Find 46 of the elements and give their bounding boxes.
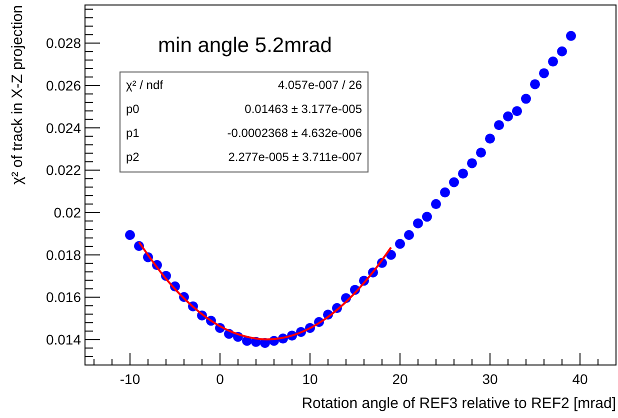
annotation: 0.01463 ± 3.177e-005	[244, 102, 362, 116]
y-tick-label: 0.016	[46, 289, 82, 306]
y-tick-label: 0.026	[46, 77, 82, 94]
y-tick-label: 0.018	[46, 246, 82, 263]
point	[494, 120, 504, 130]
y-tick-label: 0.028	[46, 35, 82, 52]
point	[485, 134, 495, 144]
point	[449, 177, 459, 188]
point	[521, 94, 531, 104]
annotation: -0.0002368 ± 4.632e-006	[227, 126, 362, 140]
point	[458, 168, 468, 179]
point	[440, 187, 450, 198]
x-tick-label: 0	[216, 371, 224, 387]
y-tick-label: 0.014	[46, 332, 82, 348]
annotation: p2	[126, 150, 140, 164]
point	[476, 148, 486, 158]
text: min angle 5.2mrad	[158, 34, 332, 57]
point	[566, 30, 576, 41]
x-axis-title: Rotation angle of REF3 relative to REF2 [mrad]	[302, 395, 616, 412]
x-tick-label: 40	[572, 371, 588, 387]
point	[467, 158, 477, 168]
point	[548, 56, 558, 67]
point	[512, 106, 522, 116]
annotation: 4.057e-007 / 26	[278, 78, 362, 92]
point	[413, 218, 423, 228]
annotation: 2.277e-005 ± 3.711e-007	[228, 150, 362, 164]
point	[557, 46, 567, 56]
point	[530, 79, 540, 90]
point	[539, 68, 549, 78]
point	[422, 212, 432, 222]
annotation: p0	[126, 102, 140, 116]
x-tick-label: 20	[392, 371, 408, 387]
annotation: χ² / ndf	[126, 78, 164, 92]
y-tick-label: 0.024	[46, 120, 82, 136]
point	[395, 238, 405, 249]
annotation: p1	[126, 126, 140, 140]
point	[125, 230, 135, 240]
point	[431, 199, 441, 210]
x-tick-label: 10	[302, 371, 318, 387]
y-tick-label: 0.022	[46, 162, 82, 178]
x-tick-label: -10	[120, 371, 140, 387]
x-tick-label: 30	[482, 371, 498, 387]
y-tick-label: 0.02	[54, 204, 82, 221]
point	[404, 230, 414, 240]
y-axis-title: χ² of track in X-Z projection	[9, 5, 26, 185]
point	[503, 111, 513, 122]
